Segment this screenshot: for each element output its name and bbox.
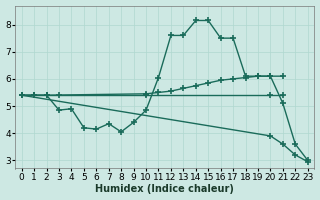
X-axis label: Humidex (Indice chaleur): Humidex (Indice chaleur) (95, 184, 234, 194)
